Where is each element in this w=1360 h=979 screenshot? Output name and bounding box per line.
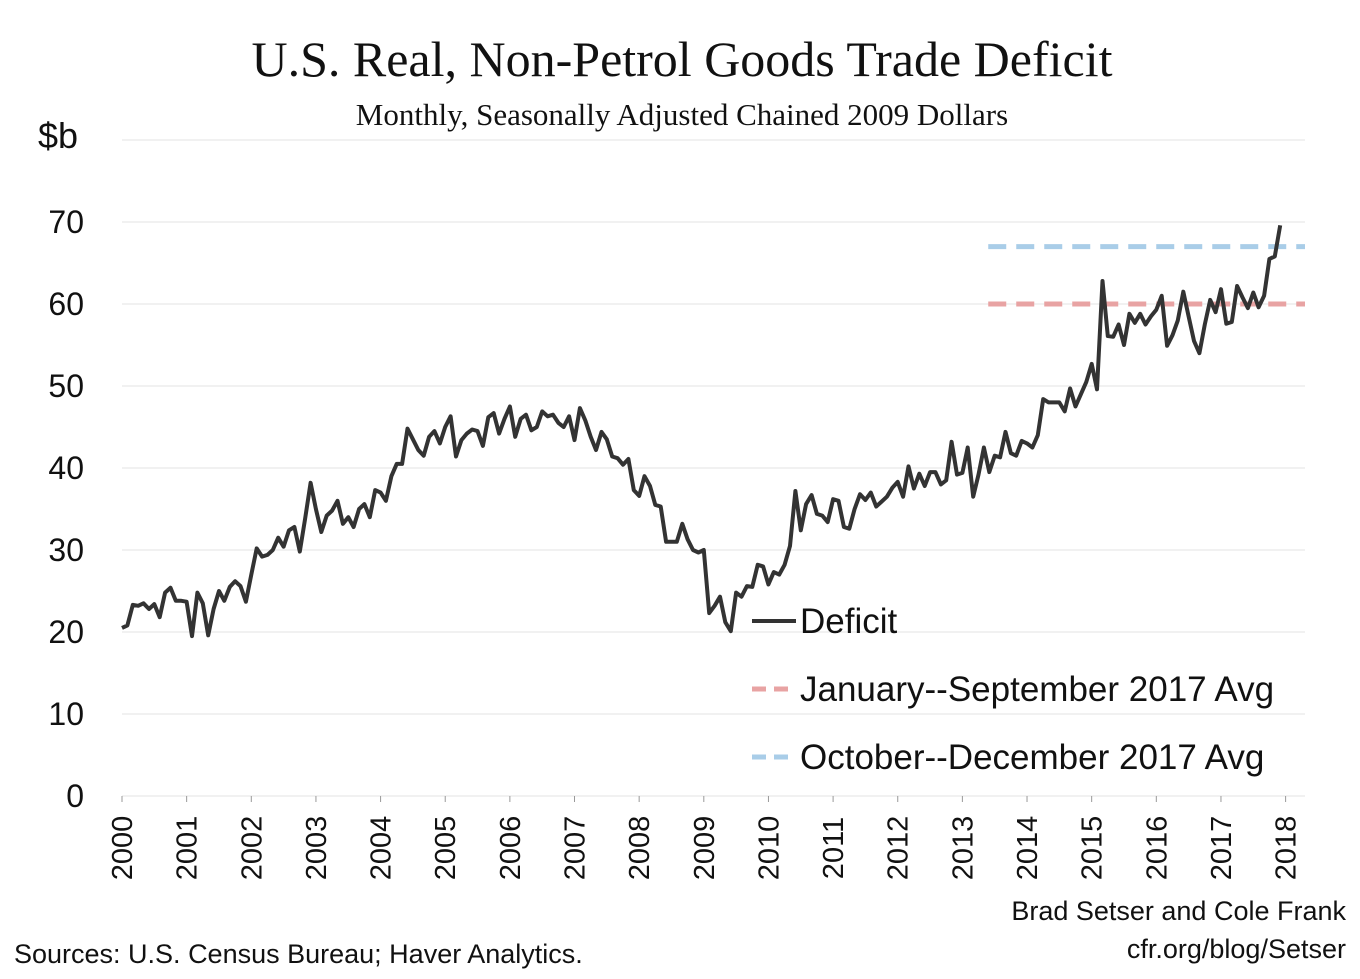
x-tick-label: 2017 [1206, 816, 1238, 881]
x-tick-label: 2008 [624, 816, 656, 881]
y-axis-label: $b [38, 115, 78, 156]
chart-subtitle: Monthly, Seasonally Adjusted Chained 200… [356, 97, 1008, 132]
x-tick-label: 2018 [1271, 816, 1303, 881]
data-line [121, 224, 1283, 639]
y-tick-label: 10 [48, 696, 84, 732]
x-tick-label: 2015 [1077, 816, 1109, 881]
chart-title: U.S. Real, Non-Petrol Goods Trade Defici… [251, 31, 1112, 87]
legend-label: January--September 2017 Avg [800, 670, 1274, 709]
x-tick-label: 2003 [301, 816, 333, 881]
x-tick-label: 2006 [495, 816, 527, 881]
x-tick-label: 2016 [1141, 816, 1173, 881]
x-tick-label: 2000 [107, 816, 139, 881]
credit: Brad Setser and Cole Frank [1011, 896, 1346, 926]
x-tick-label: 2007 [560, 816, 592, 881]
credit: cfr.org/blog/Setser [1127, 934, 1346, 964]
y-tick-label: 40 [48, 450, 84, 486]
legend-label: Deficit [800, 602, 898, 641]
y-tick-label: 30 [48, 532, 84, 568]
x-tick-label: 2014 [1012, 816, 1044, 881]
y-tick-label: 50 [48, 368, 84, 404]
y-tick-label: 70 [48, 204, 84, 240]
x-tick-label: 2005 [430, 816, 462, 881]
x-tick-label: 2013 [947, 816, 979, 881]
x-tick-label: 2002 [236, 816, 268, 881]
y-tick-label: 0 [66, 778, 84, 814]
x-tick-label: 2010 [753, 816, 785, 881]
x-tick-label: 2011 [818, 817, 850, 879]
legend-label: October--December 2017 Avg [800, 738, 1264, 777]
source-note: Sources: U.S. Census Bureau; Haver Analy… [14, 939, 583, 969]
x-tick-label: 2004 [366, 816, 398, 881]
y-tick-label: 20 [48, 614, 84, 650]
y-tick-label: 60 [48, 286, 84, 322]
x-tick-label: 2001 [172, 816, 204, 881]
x-tick-label: 2009 [689, 816, 721, 881]
x-tick-label: 2012 [883, 816, 915, 881]
